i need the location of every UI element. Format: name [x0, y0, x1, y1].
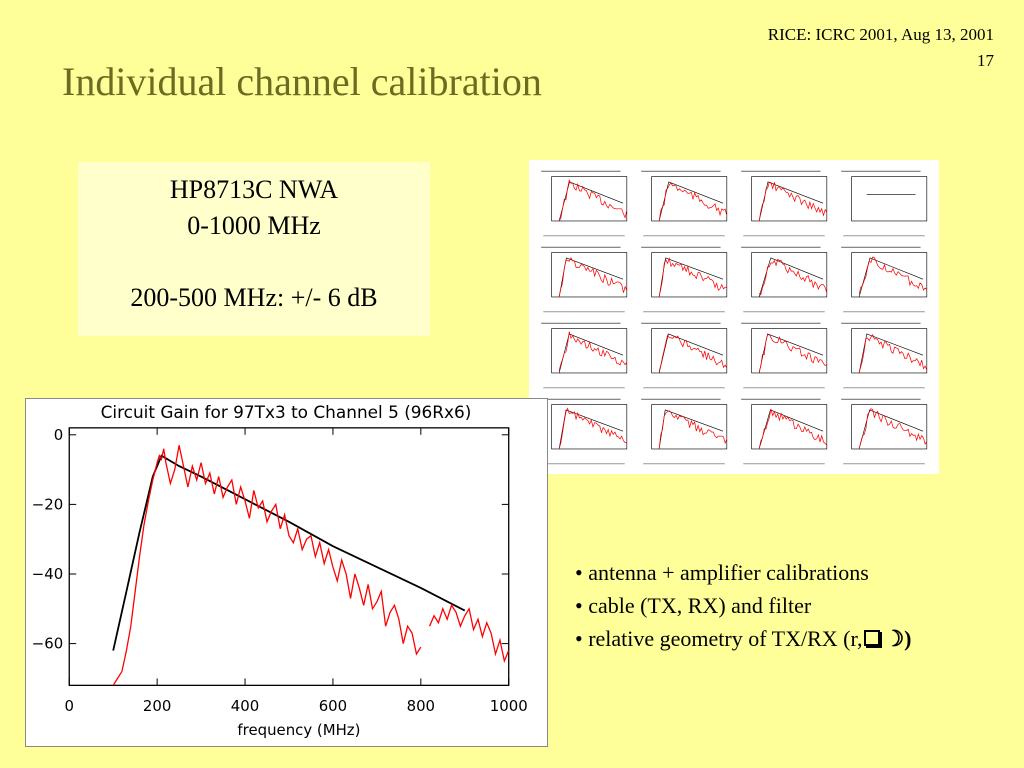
thumbnail-plot	[641, 322, 728, 389]
thumbnail-plot	[741, 246, 828, 313]
series-line-2	[428, 603, 509, 664]
thumbnail-plot	[641, 170, 728, 237]
thumbnail-plot	[741, 398, 828, 465]
moon-icon: ☽)	[884, 626, 912, 651]
thumbnail-plot	[841, 322, 928, 389]
bullet-list: antenna + amplifier calibrations cable (…	[575, 556, 912, 655]
nwa-range: 0-1000 MHz	[187, 211, 321, 240]
x-tick-label: 200	[143, 697, 171, 715]
conference-info: RICE: ICRC 2001, Aug 13, 2001	[767, 25, 994, 44]
chart-title: Circuit Gain for 97Tx3 to Channel 5 (96R…	[101, 402, 472, 422]
nwa-info-box: HP8713C NWA 0-1000 MHz 200-500 MHz: +/- …	[78, 162, 430, 336]
x-tick-label: 800	[407, 697, 435, 715]
y-tick-label: −60	[32, 635, 63, 653]
plot-frame	[68, 427, 510, 686]
header-meta: RICE: ICRC 2001, Aug 13, 2001 17	[768, 22, 994, 73]
nwa-model: HP8713C NWA	[169, 175, 339, 204]
nwa-flatness: 200-500 MHz: +/- 6 dB	[130, 283, 378, 312]
x-tick-label: 0	[65, 697, 74, 715]
bullet-item: cable (TX, RX) and filter	[575, 589, 912, 622]
thumbnail-plot	[541, 170, 628, 237]
series-line-0	[112, 454, 466, 651]
thumbnail-plot	[741, 322, 828, 389]
y-tick-label: 0	[54, 426, 63, 444]
x-tick-label: 600	[319, 697, 347, 715]
thumbnail-plot	[841, 170, 928, 237]
slide-title: Individual channel calibration	[62, 59, 542, 104]
x-tick-label: 400	[231, 697, 259, 715]
x-tick-label: 1000	[490, 697, 528, 715]
y-tick-label: −20	[32, 495, 63, 513]
thumbnail-plot-grid	[529, 160, 939, 474]
bullet-item: antenna + amplifier calibrations	[575, 556, 912, 589]
bullet-item-text: relative geometry of TX/RX (r,	[588, 626, 863, 651]
thumbnail-plot	[641, 398, 728, 465]
bullet-item: relative geometry of TX/RX (r, ☽)	[575, 622, 912, 655]
square-shadow-icon	[864, 630, 881, 646]
x-axis-label: frequency (MHz)	[237, 721, 360, 739]
y-tick-label: −40	[32, 565, 63, 583]
page-number: 17	[977, 50, 994, 70]
main-gain-plot: Circuit Gain for 97Tx3 to Channel 5 (96R…	[25, 398, 548, 747]
thumbnail-plot	[841, 398, 928, 465]
thumbnail-plot	[541, 246, 628, 313]
thumbnail-plot	[541, 322, 628, 389]
thumbnail-plot	[641, 246, 728, 313]
thumbnail-plot	[841, 246, 928, 313]
thumbnail-plot	[741, 170, 828, 237]
series-line-1	[112, 445, 422, 686]
thumbnail-plot	[541, 398, 628, 465]
